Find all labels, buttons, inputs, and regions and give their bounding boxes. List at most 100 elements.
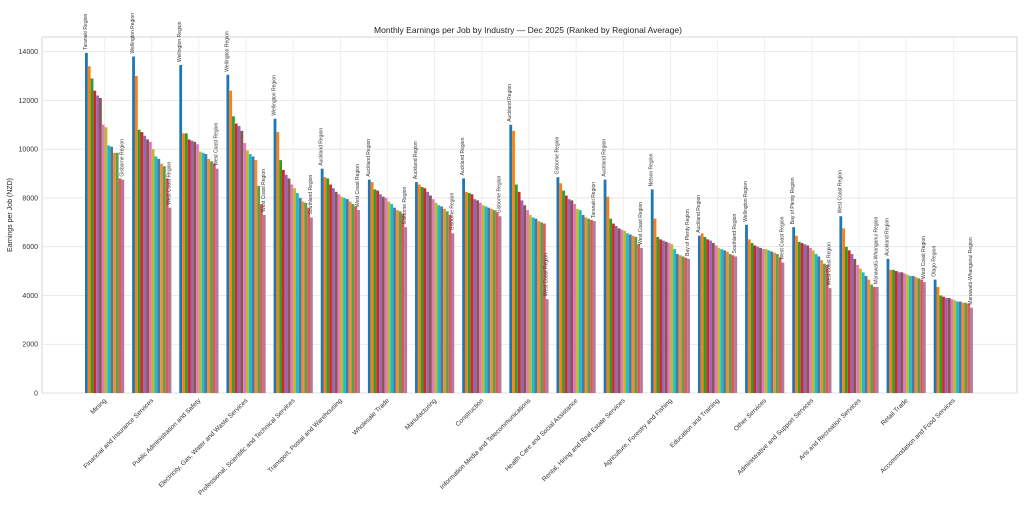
bar	[950, 299, 954, 393]
bar	[232, 116, 235, 393]
bar	[367, 179, 371, 393]
bar	[892, 269, 895, 393]
bar	[481, 205, 485, 393]
bar	[162, 166, 166, 393]
bar	[351, 204, 355, 393]
bar	[93, 90, 97, 394]
bar-label-lowest: Taranaki Region	[591, 182, 597, 218]
bar	[603, 179, 607, 393]
bar	[939, 295, 943, 393]
bar	[104, 127, 108, 393]
bar	[944, 297, 948, 393]
bar	[711, 243, 715, 393]
bar	[118, 178, 122, 393]
bar	[146, 139, 149, 393]
bar	[276, 132, 280, 393]
bar	[845, 246, 848, 393]
bar-label-highest: Auckland Region	[319, 128, 325, 166]
bar	[437, 205, 441, 393]
bar	[329, 184, 332, 393]
bar	[498, 216, 502, 393]
bar	[628, 234, 632, 393]
y-tick-label: 10000	[19, 147, 39, 154]
bar	[897, 272, 901, 393]
bar	[823, 263, 826, 393]
bar	[728, 254, 732, 393]
bar	[260, 204, 263, 393]
bar	[537, 221, 541, 393]
bar	[473, 199, 477, 393]
bar	[198, 151, 202, 393]
x-tick-label: Professional, Scientific and Technical S…	[197, 397, 297, 497]
bar	[587, 218, 591, 393]
bar	[293, 188, 296, 393]
bar-label-highest: Wellington Region	[130, 13, 136, 54]
bar	[107, 145, 111, 393]
bar	[113, 152, 116, 393]
bar	[820, 260, 824, 393]
bar	[431, 199, 435, 393]
bar	[354, 206, 358, 393]
bar	[592, 221, 596, 393]
bar	[889, 269, 893, 393]
y-tick-label: 0	[34, 391, 38, 398]
bar	[470, 194, 474, 393]
bar	[612, 223, 615, 393]
bar	[706, 239, 710, 393]
bar	[137, 129, 141, 393]
bar-label-highest: Auckland Region	[696, 195, 702, 233]
bar	[212, 163, 216, 393]
bar	[920, 279, 923, 393]
bar	[187, 139, 191, 393]
bar	[562, 190, 565, 393]
bar	[856, 264, 859, 393]
bar	[257, 185, 261, 393]
bar-label-lowest: Bay of Plenty Region	[685, 209, 691, 256]
bar-label-highest: Auckland Region	[602, 139, 608, 177]
bar	[653, 218, 657, 393]
bar	[301, 201, 305, 393]
bar	[614, 225, 618, 393]
bar	[373, 189, 377, 393]
bar	[634, 236, 638, 393]
bar-label-highest: West Coast Region	[837, 170, 843, 213]
bar	[445, 211, 449, 393]
bar	[331, 188, 335, 393]
bar	[664, 241, 668, 393]
bar	[307, 207, 310, 393]
bar	[573, 204, 577, 393]
bar	[404, 227, 408, 393]
bar	[795, 235, 798, 393]
bar	[817, 256, 821, 393]
bar	[462, 178, 465, 393]
bar	[210, 161, 213, 393]
bar	[429, 195, 432, 393]
bar-label-highest: Wellington Region	[177, 21, 183, 62]
bar	[850, 254, 854, 393]
bar	[800, 243, 804, 393]
bar	[778, 257, 782, 393]
bar	[750, 243, 754, 393]
bar	[811, 250, 815, 393]
bar	[814, 254, 818, 393]
bar	[304, 202, 308, 393]
bar	[196, 144, 199, 393]
bar	[87, 66, 91, 393]
bar-label-lowest: Manawatū-Whanganui Region	[874, 216, 880, 283]
bar	[570, 200, 574, 393]
bar	[687, 258, 690, 393]
bar	[182, 133, 185, 393]
bar	[886, 258, 890, 393]
bar	[725, 251, 729, 393]
bar	[467, 193, 471, 393]
bar	[947, 297, 951, 393]
bar	[717, 247, 721, 393]
bar-label-highest: Otago Region	[932, 246, 938, 277]
bar	[493, 210, 496, 393]
bar	[193, 141, 197, 393]
bar	[254, 160, 258, 393]
bar	[770, 251, 774, 393]
bar	[348, 201, 352, 393]
bar	[85, 52, 88, 394]
bar	[479, 202, 482, 393]
